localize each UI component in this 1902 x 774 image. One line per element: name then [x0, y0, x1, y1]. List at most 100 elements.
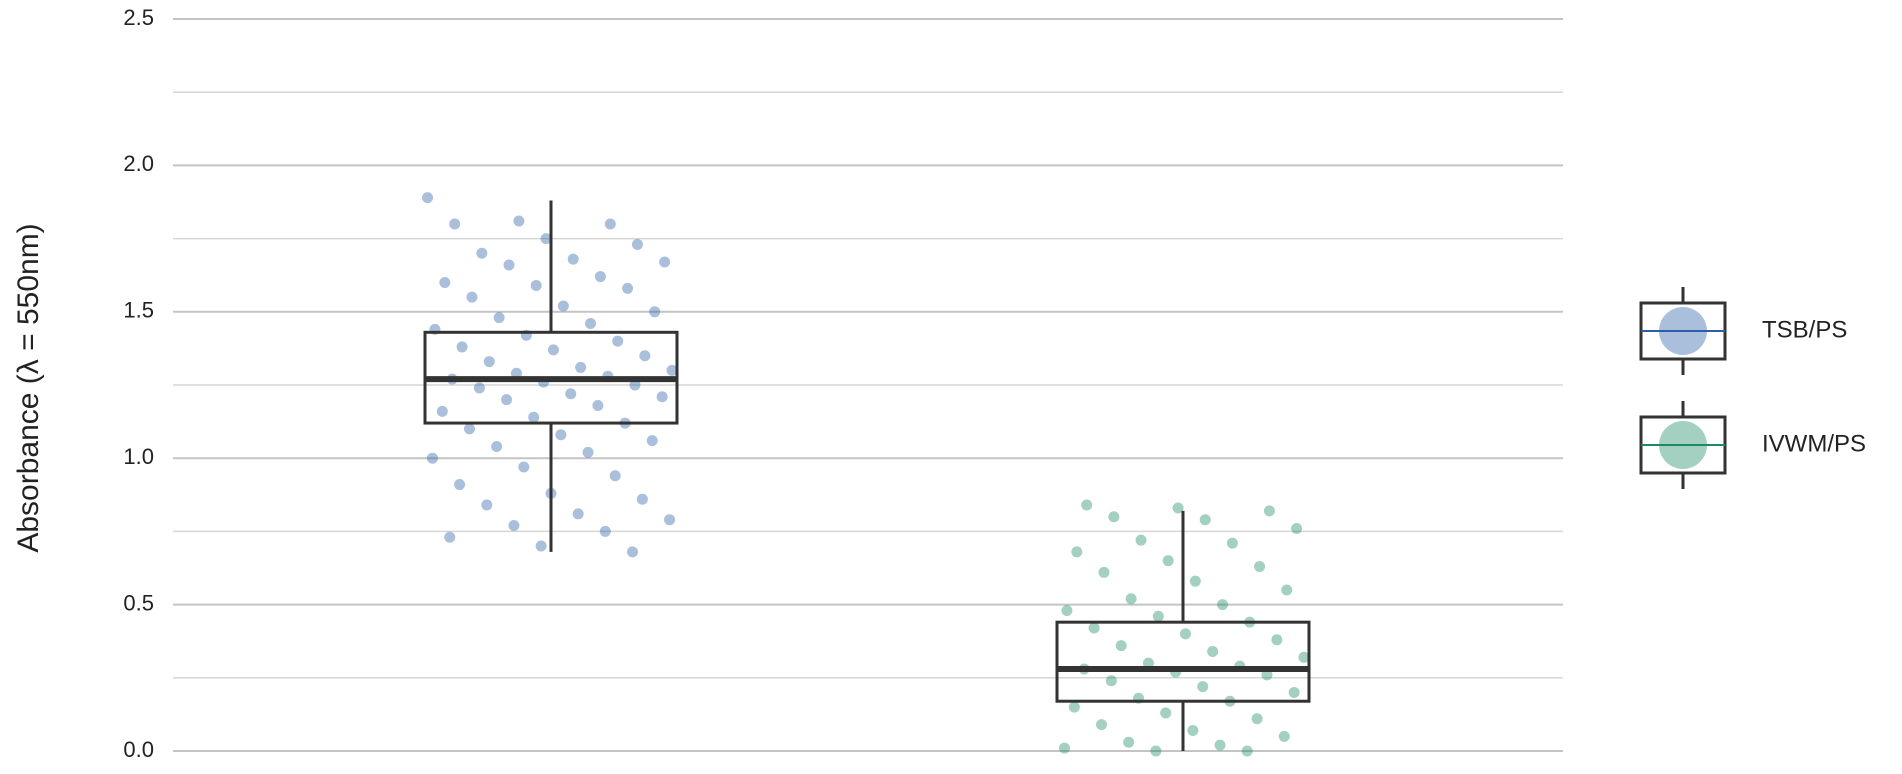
data-point	[656, 391, 668, 403]
data-point	[666, 364, 678, 376]
data-point	[1217, 599, 1229, 611]
data-point	[1108, 511, 1120, 523]
data-point	[1278, 730, 1290, 742]
y-tick-label: 0.0	[123, 737, 154, 762]
data-point	[572, 508, 584, 520]
data-point	[1142, 657, 1154, 669]
data-point	[1298, 651, 1310, 663]
legend-label: IVWM/PS	[1762, 430, 1866, 457]
data-point	[594, 271, 606, 283]
data-point	[491, 440, 503, 452]
data-point	[1291, 522, 1303, 534]
data-point	[1058, 742, 1070, 754]
data-point	[565, 388, 577, 400]
data-point	[1088, 622, 1100, 634]
data-point	[639, 350, 651, 362]
data-point	[456, 341, 468, 353]
data-point	[649, 306, 661, 318]
data-point	[1199, 514, 1211, 526]
data-point	[1187, 725, 1199, 737]
data-point	[1061, 604, 1073, 616]
data-point	[622, 282, 634, 294]
data-point	[1125, 593, 1137, 605]
box	[1055, 620, 1311, 703]
y-tick-label: 2.5	[123, 5, 154, 30]
data-point	[501, 394, 513, 406]
data-point	[422, 192, 434, 204]
data-point	[1271, 634, 1283, 646]
data-point	[557, 300, 569, 312]
data-point	[1281, 584, 1293, 596]
legend-label: TSB/PS	[1762, 316, 1847, 343]
data-point	[503, 259, 515, 271]
data-point	[636, 493, 648, 505]
data-point	[528, 411, 540, 423]
data-point	[540, 233, 552, 245]
data-point	[464, 423, 476, 435]
data-point	[1160, 707, 1172, 719]
data-point	[592, 399, 604, 411]
y-tick-label: 1.0	[123, 444, 154, 469]
data-point	[1172, 502, 1184, 514]
data-point	[476, 247, 488, 259]
data-point	[1254, 561, 1266, 573]
data-point	[1162, 555, 1174, 567]
data-point	[659, 256, 671, 268]
data-point	[1115, 640, 1127, 652]
data-point	[1096, 719, 1108, 731]
data-point	[1189, 575, 1201, 587]
data-point	[426, 452, 438, 464]
data-point	[631, 238, 643, 250]
data-point	[518, 461, 530, 473]
data-point	[1226, 537, 1238, 549]
data-point	[1123, 736, 1135, 748]
data-point	[439, 277, 451, 289]
y-tick-label: 1.5	[123, 298, 154, 323]
data-point	[444, 531, 456, 543]
data-point	[535, 540, 547, 552]
data-point	[585, 318, 597, 330]
data-point	[483, 356, 495, 368]
data-point	[466, 291, 478, 303]
data-point	[510, 367, 522, 379]
data-point	[1152, 610, 1164, 622]
data-point	[449, 218, 461, 230]
data-point	[1251, 713, 1263, 725]
data-point	[609, 470, 621, 482]
data-point	[1263, 505, 1275, 517]
data-point	[575, 361, 587, 373]
data-point	[604, 218, 616, 230]
data-point	[629, 379, 641, 391]
data-point	[473, 382, 485, 394]
data-point	[481, 499, 493, 511]
y-tick-label: 0.5	[123, 590, 154, 615]
data-point	[1150, 745, 1162, 757]
data-point	[1207, 645, 1219, 657]
data-point	[547, 344, 559, 356]
data-point	[646, 435, 658, 447]
data-point	[1214, 739, 1226, 751]
data-point	[1197, 681, 1209, 693]
y-tick-label: 2.0	[123, 151, 154, 176]
data-point	[1071, 546, 1083, 558]
data-point	[612, 335, 624, 347]
data-point	[1105, 675, 1117, 687]
data-point	[555, 429, 567, 441]
data-point	[1288, 686, 1300, 698]
data-point	[1068, 701, 1080, 713]
data-point	[1098, 566, 1110, 578]
data-point	[530, 279, 542, 291]
data-point	[582, 446, 594, 458]
data-point	[599, 525, 611, 537]
data-point	[626, 546, 638, 558]
data-point	[664, 514, 676, 526]
data-point	[513, 215, 525, 227]
data-point	[1135, 534, 1147, 546]
data-point	[567, 253, 579, 265]
data-point	[1261, 669, 1273, 681]
y-axis-label: Absorbance (λ = 550nm)	[12, 223, 45, 552]
data-point	[493, 312, 505, 324]
data-point	[508, 520, 520, 532]
data-point	[436, 405, 448, 417]
